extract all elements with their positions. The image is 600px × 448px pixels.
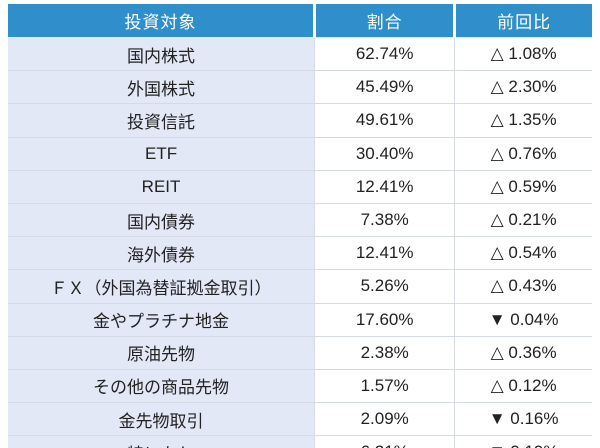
cell-investment-target: その他の商品先物 (8, 368, 315, 403)
cell-ratio: 12.41% (314, 169, 455, 204)
header-row: 投資対象 割合 前回比 (8, 4, 592, 38)
cell-delta: △ 0.59% (454, 169, 592, 204)
cell-delta: △ 0.76% (454, 136, 592, 171)
cell-investment-target: 投資信託 (8, 103, 315, 138)
cell-delta: △ 0.43% (454, 269, 592, 303)
cell-delta: △ 0.36% (454, 335, 592, 370)
table-row: 投資信託 49.61% △ 1.35% (8, 103, 592, 138)
investment-table: 投資対象 割合 前回比 国内株式 62.74% △ 1.08% 外国株式 45.… (8, 4, 592, 448)
table-row: 特になし 6.21% ▼ 0.19% (8, 435, 592, 448)
cell-ratio: 5.26% (314, 269, 455, 303)
cell-investment-target: 国内債券 (8, 202, 315, 237)
cell-delta: △ 2.30% (454, 70, 592, 104)
cell-ratio: 1.57% (314, 368, 455, 403)
cell-ratio: 2.09% (314, 402, 455, 436)
cell-investment-target: ETF (8, 136, 315, 171)
cell-ratio: 12.41% (314, 236, 455, 270)
column-header-ratio: 割合 (313, 4, 455, 38)
cell-investment-target: 外国株式 (8, 70, 315, 104)
table-row: ETF 30.40% △ 0.76% (8, 136, 592, 171)
cell-ratio: 17.60% (314, 302, 455, 337)
cell-investment-target: 特になし (8, 435, 315, 448)
cell-investment-target: 金先物取引 (8, 402, 315, 436)
table-row: ＦＸ（外国為替証拠金取引） 5.26% △ 0.43% (8, 269, 592, 303)
cell-ratio: 6.21% (314, 435, 455, 448)
cell-investment-target: ＦＸ（外国為替証拠金取引） (8, 269, 315, 303)
table-header: 投資対象 割合 前回比 (8, 4, 592, 38)
cell-delta: △ 1.08% (454, 37, 592, 71)
cell-delta: △ 1.35% (454, 103, 592, 138)
cell-delta: △ 0.54% (454, 236, 592, 270)
cell-investment-target: REIT (8, 169, 315, 204)
cell-delta: △ 0.12% (454, 368, 592, 403)
cell-investment-target: 国内株式 (8, 37, 315, 71)
table-row: 国内株式 62.74% △ 1.08% (8, 37, 592, 71)
cell-delta: ▼ 0.04% (454, 302, 592, 337)
table-row: 金やプラチナ地金 17.60% ▼ 0.04% (8, 302, 592, 337)
table-row: 原油先物 2.38% △ 0.36% (8, 335, 592, 370)
cell-delta: △ 0.21% (454, 202, 592, 237)
cell-ratio: 62.74% (314, 37, 455, 71)
table-row: 外国株式 45.49% △ 2.30% (8, 70, 592, 104)
table-row: REIT 12.41% △ 0.59% (8, 169, 592, 204)
cell-investment-target: 海外債券 (8, 236, 315, 270)
table-row: その他の商品先物 1.57% △ 0.12% (8, 368, 592, 403)
cell-ratio: 2.38% (314, 335, 455, 370)
cell-investment-target: 原油先物 (8, 335, 315, 370)
cell-ratio: 30.40% (314, 136, 455, 171)
cell-ratio: 49.61% (314, 103, 455, 138)
cell-investment-target: 金やプラチナ地金 (8, 302, 315, 337)
table-row: 海外債券 12.41% △ 0.54% (8, 236, 592, 270)
cell-ratio: 45.49% (314, 70, 455, 104)
table-row: 金先物取引 2.09% ▼ 0.16% (8, 402, 592, 436)
column-header-target: 投資対象 (8, 4, 315, 38)
cell-delta: ▼ 0.19% (454, 435, 592, 448)
table-body: 国内株式 62.74% △ 1.08% 外国株式 45.49% △ 2.30% … (8, 37, 592, 448)
cell-ratio: 7.38% (314, 202, 455, 237)
table-row: 国内債券 7.38% △ 0.21% (8, 202, 592, 237)
cell-delta: ▼ 0.16% (454, 402, 592, 436)
column-header-delta: 前回比 (453, 4, 592, 38)
